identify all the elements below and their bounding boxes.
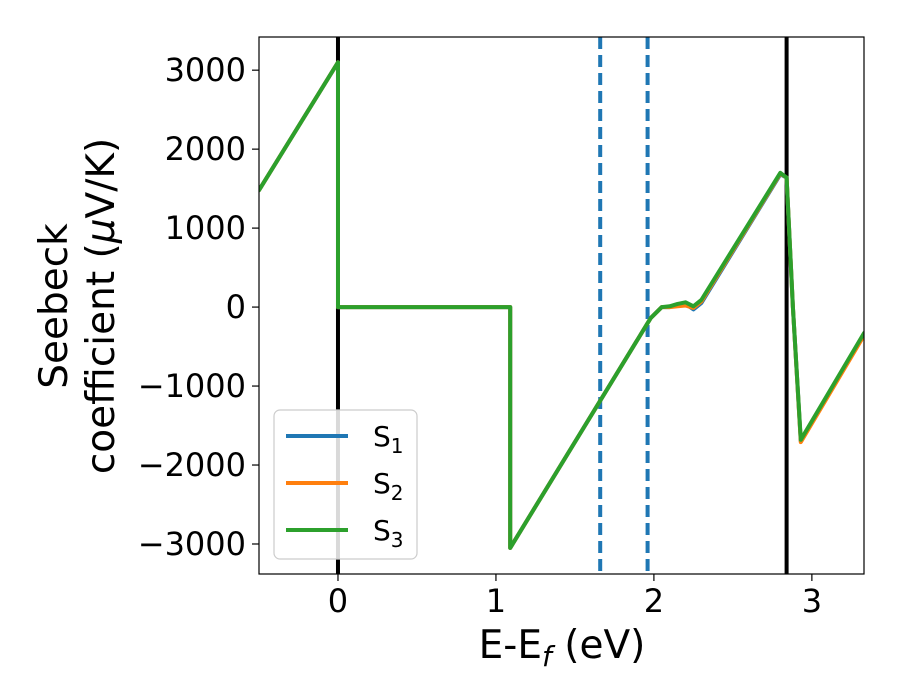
plot-area — [258, 36, 865, 575]
x-tick-label: 1 — [486, 582, 506, 620]
plot-frame — [258, 36, 865, 575]
y-tick-label: 0 — [226, 288, 246, 326]
x-tick-label: 2 — [644, 582, 664, 620]
legend-label: S2 — [373, 467, 404, 505]
y-axis-label-line2: coefficient (μV/K) — [79, 138, 124, 474]
y-axis-ticks: 3000 2000 1000 0 −1000 −2000 −3000 — [138, 51, 259, 563]
y-tick-label: 2000 — [165, 130, 246, 168]
y-axis-label-line1: Seebeck — [32, 223, 77, 389]
y-tick-label: −2000 — [138, 446, 246, 484]
x-tick-label: 0 — [328, 582, 348, 620]
x-axis-label: E-Ef (eV) — [479, 623, 646, 673]
y-tick-label: 3000 — [165, 51, 246, 89]
legend: S1 S2 S3 — [273, 409, 418, 560]
y-tick-label: 1000 — [165, 209, 246, 247]
x-tick-label: 3 — [802, 582, 822, 620]
legend-label: S1 — [373, 420, 404, 458]
x-axis-ticks: 0 1 2 3 — [328, 574, 822, 620]
legend-label: S3 — [373, 514, 404, 552]
y-tick-label: −1000 — [138, 367, 246, 405]
y-tick-label: −3000 — [138, 525, 246, 563]
series-line-s3 — [259, 60, 864, 550]
